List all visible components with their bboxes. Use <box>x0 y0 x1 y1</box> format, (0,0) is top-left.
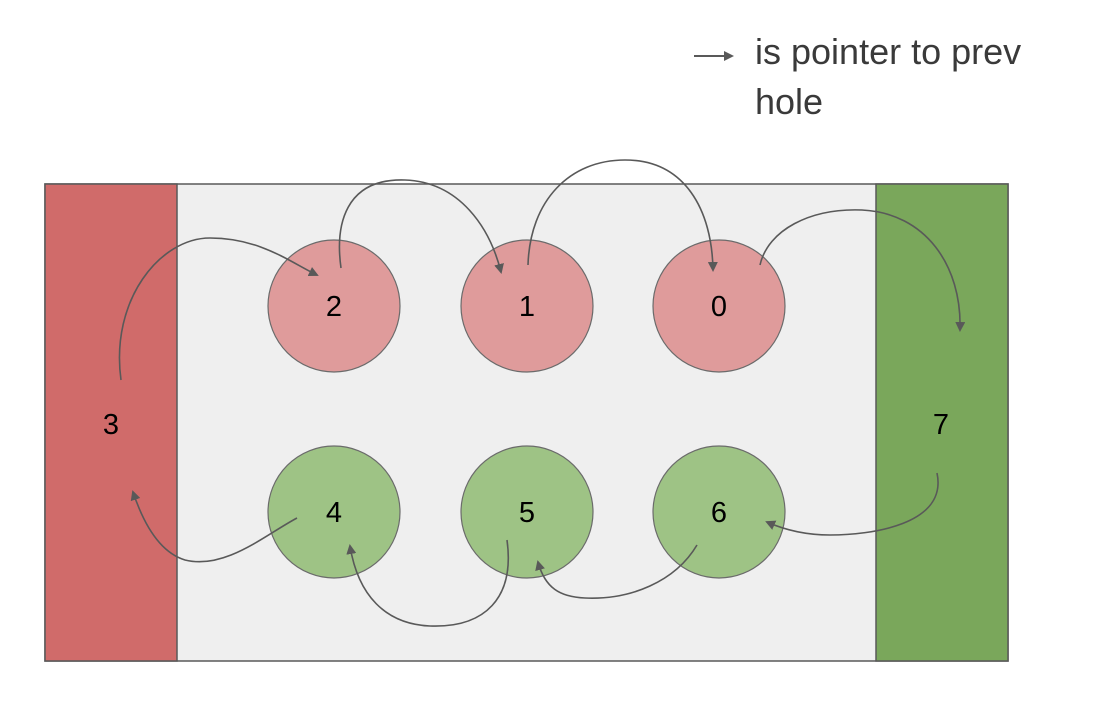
pit-4 <box>267 445 401 579</box>
pointer-5-to-4 <box>346 539 509 627</box>
pit-label-4: 4 <box>326 497 342 529</box>
pit-0 <box>652 239 786 373</box>
pit-5 <box>460 445 594 579</box>
pointer-4-to-3 <box>130 490 298 563</box>
store-label-7: 7 <box>933 409 949 441</box>
pointer-6-to-5 <box>535 544 698 599</box>
pit-label-0: 0 <box>711 291 727 323</box>
pointer-2-to-1 <box>338 179 504 274</box>
pit-6 <box>652 445 786 579</box>
pointer-7-to-6 <box>765 472 939 536</box>
pits <box>267 239 786 579</box>
pointer-1-to-0 <box>527 159 718 272</box>
legend-text-line1: is pointer to prev <box>755 31 1021 72</box>
pointer-0-to-7 <box>759 209 966 332</box>
pit-label-6: 6 <box>711 497 727 529</box>
pit-1 <box>460 239 594 373</box>
legend: is pointer to prev hole <box>694 31 1021 122</box>
pit-2 <box>267 239 401 373</box>
store-right <box>875 183 1009 662</box>
pointer-3-to-2 <box>118 237 319 381</box>
pit-label-2: 2 <box>326 291 342 323</box>
legend-text-line2: hole <box>755 81 823 122</box>
pit-label-1: 1 <box>519 291 535 323</box>
store-label-3: 3 <box>103 409 119 441</box>
pit-label-5: 5 <box>519 497 535 529</box>
labels: 3 7 2 1 0 4 5 6 <box>103 291 949 529</box>
pointer-arrows <box>118 159 966 627</box>
